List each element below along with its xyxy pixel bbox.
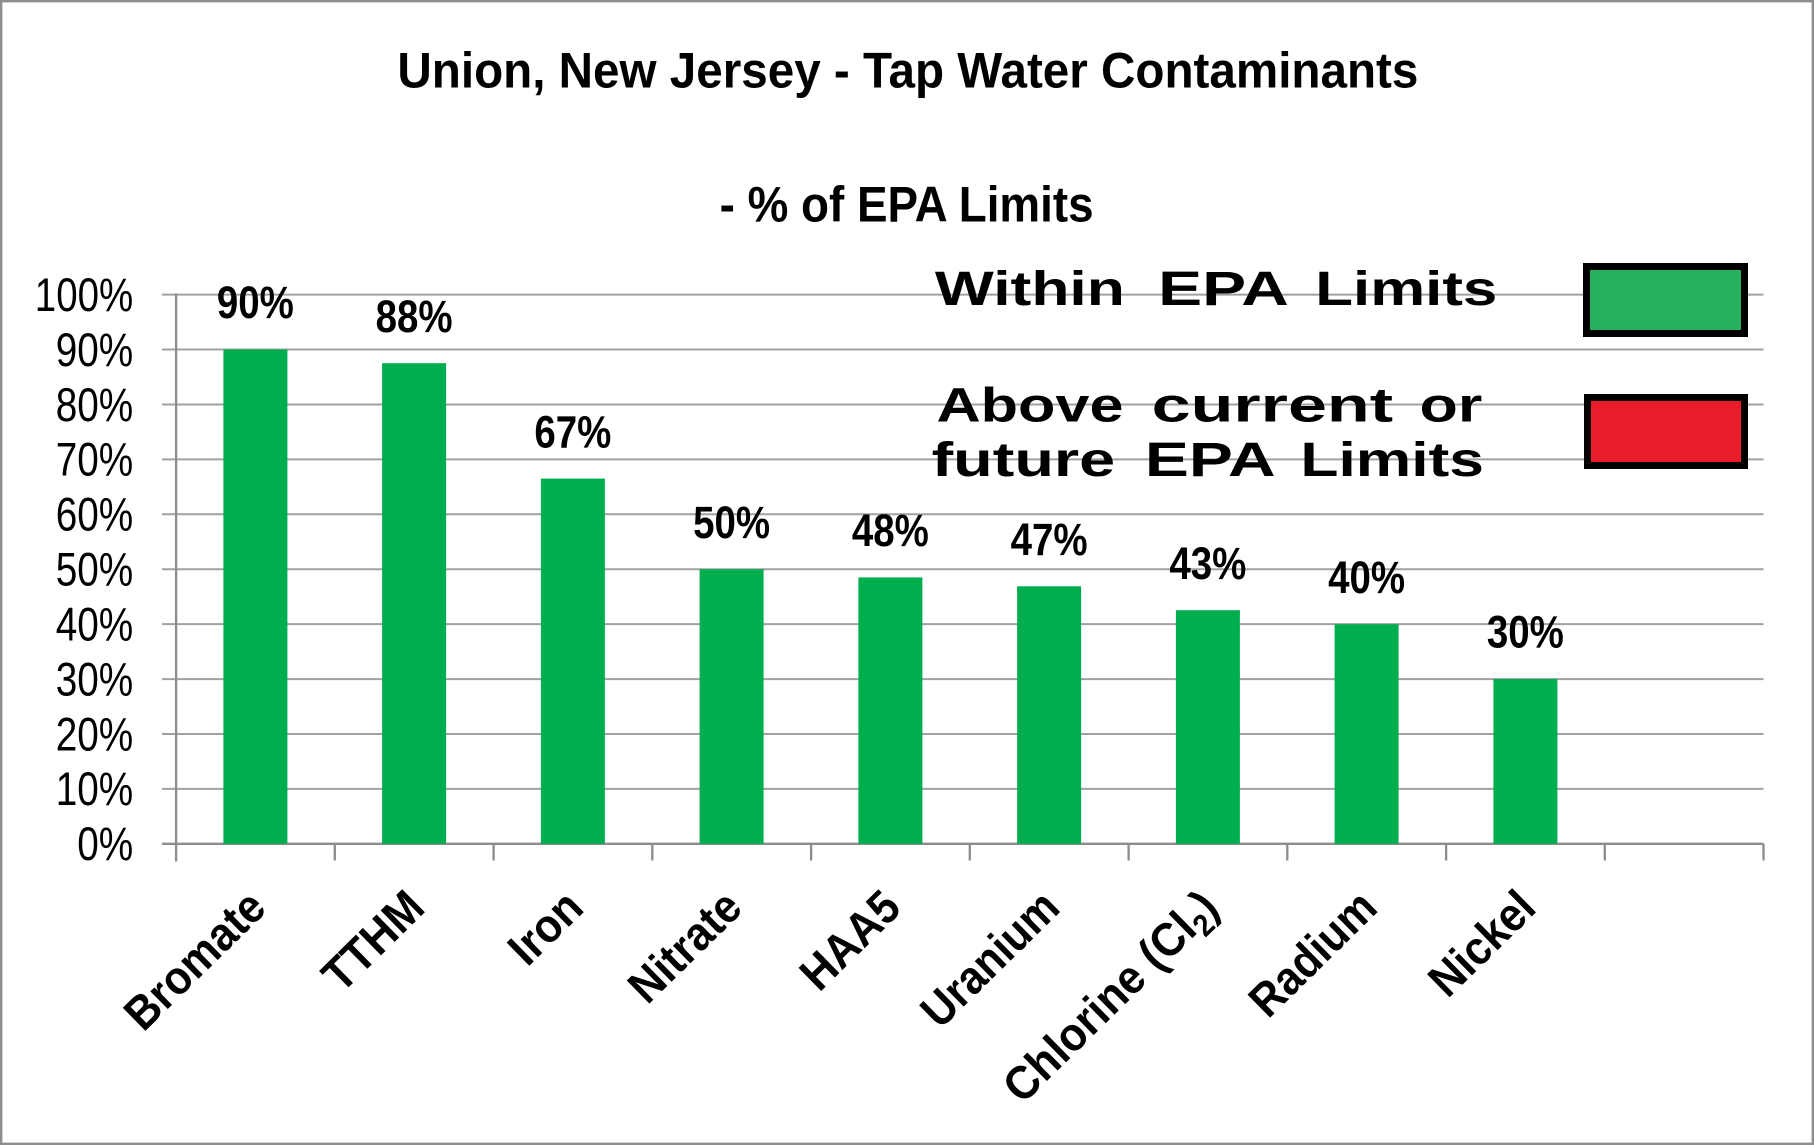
- svg-text:0%: 0%: [77, 817, 133, 870]
- svg-text:- % of EPA Limits: - % of EPA Limits: [720, 175, 1094, 232]
- svg-text:40%: 40%: [1328, 552, 1405, 603]
- svg-text:future: future: [932, 434, 1116, 487]
- svg-text:47%: 47%: [1011, 514, 1088, 565]
- svg-text:Above: Above: [937, 379, 1124, 432]
- svg-text:20%: 20%: [56, 707, 134, 760]
- svg-text:88%: 88%: [376, 291, 453, 342]
- svg-text:10%: 10%: [56, 762, 134, 815]
- svg-text:40%: 40%: [56, 597, 134, 650]
- svg-text:48%: 48%: [852, 505, 929, 556]
- svg-text:or: or: [1420, 379, 1483, 432]
- svg-text:100%: 100%: [35, 268, 133, 321]
- svg-text:50%: 50%: [56, 543, 134, 596]
- svg-text:Limits: Limits: [1315, 263, 1497, 316]
- svg-text:Limits: Limits: [1300, 434, 1484, 487]
- svg-text:90%: 90%: [217, 277, 294, 328]
- svg-text:Union, New Jersey - Tap Water: Union, New Jersey - Tap Water Contaminan…: [397, 42, 1418, 99]
- svg-text:30%: 30%: [1487, 607, 1564, 658]
- svg-text:EPA: EPA: [1158, 263, 1289, 316]
- svg-text:30%: 30%: [56, 652, 134, 705]
- svg-text:90%: 90%: [56, 323, 134, 376]
- svg-text:EPA: EPA: [1145, 434, 1276, 487]
- svg-text:70%: 70%: [56, 433, 134, 486]
- svg-text:current: current: [1152, 379, 1394, 432]
- svg-text:50%: 50%: [693, 497, 770, 548]
- svg-text:43%: 43%: [1169, 538, 1246, 589]
- svg-text:Within: Within: [935, 263, 1125, 316]
- svg-text:80%: 80%: [56, 378, 134, 431]
- svg-text:67%: 67%: [534, 406, 611, 457]
- svg-text:60%: 60%: [56, 488, 134, 541]
